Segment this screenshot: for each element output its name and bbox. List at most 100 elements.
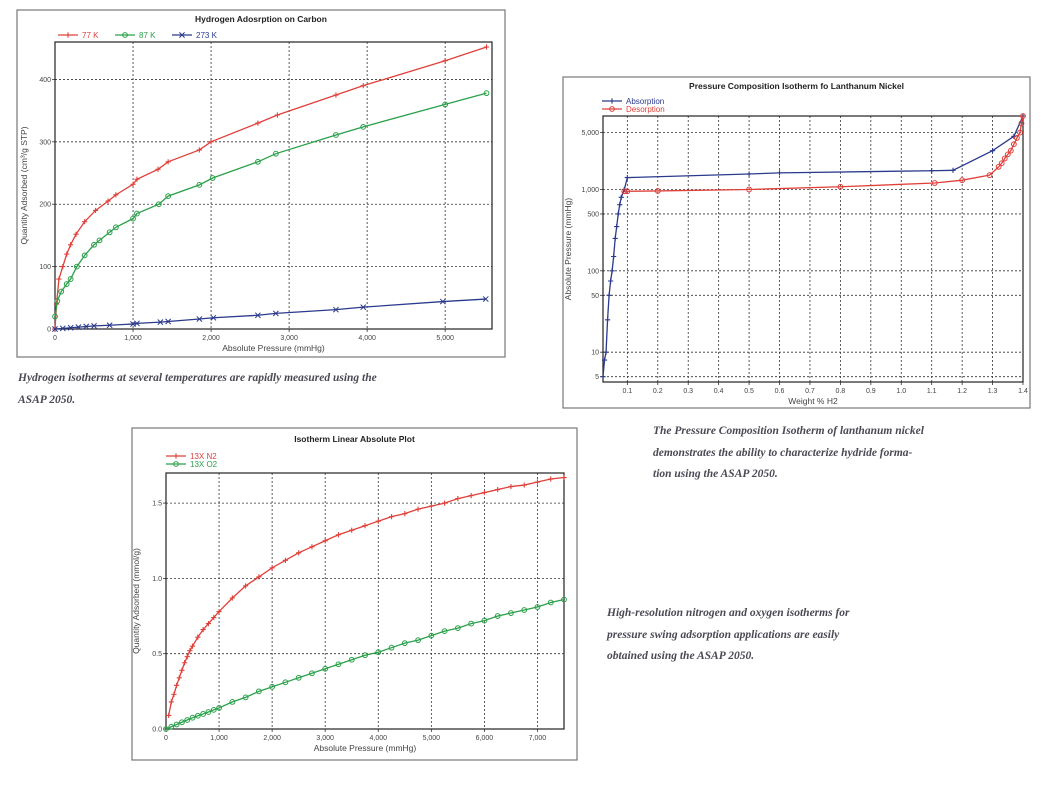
data-point — [494, 613, 501, 619]
data-point — [216, 608, 222, 615]
data-point — [163, 726, 169, 732]
y-axis-label: Absolute Pressure (mmHg) — [563, 198, 573, 301]
data-point — [130, 181, 136, 187]
data-point — [166, 712, 172, 719]
data-point — [81, 252, 88, 259]
data-point — [986, 172, 993, 179]
y-tick-label: 100 — [587, 268, 599, 275]
data-point — [654, 188, 661, 194]
data-point — [608, 278, 614, 284]
data-point — [442, 500, 448, 506]
data-point — [272, 150, 279, 157]
data-point — [134, 210, 140, 217]
x-tick-label: 1.4 — [1018, 388, 1028, 395]
data-point — [205, 709, 212, 715]
data-point — [181, 660, 188, 666]
x-tick-label: 0.8 — [836, 388, 846, 395]
data-point — [604, 317, 611, 323]
data-point — [165, 159, 171, 165]
data-point — [52, 326, 58, 332]
data-point — [481, 617, 488, 624]
y-tick-label: 100 — [39, 264, 51, 271]
data-point — [998, 160, 1005, 167]
data-point — [609, 106, 615, 112]
data-point — [91, 241, 97, 248]
x-tick-label: 1.2 — [957, 388, 967, 395]
x-tick-label: 2,000 — [202, 335, 220, 342]
caption-line: tion using the ASAP 2050. — [653, 468, 778, 480]
data-point — [617, 202, 623, 208]
data-point — [1018, 120, 1025, 127]
data-point — [959, 177, 966, 184]
data-point — [1010, 141, 1017, 148]
data-point — [534, 604, 541, 610]
y-tick-label: 0 — [47, 327, 51, 334]
data-point — [189, 643, 196, 649]
data-point — [547, 599, 554, 606]
data-point — [229, 698, 236, 705]
data-point — [428, 503, 434, 509]
data-point — [439, 298, 446, 305]
data-point — [179, 32, 185, 38]
data-point — [173, 453, 179, 459]
data-point — [441, 628, 448, 635]
data-point — [333, 92, 339, 98]
data-point — [155, 201, 162, 208]
data-point — [468, 620, 475, 627]
x-tick-label: 5,000 — [423, 735, 441, 742]
caption-line: pressure swing adsorption applications a… — [607, 628, 840, 641]
data-point — [1004, 151, 1011, 158]
y-tick-label: 0.0 — [152, 727, 162, 734]
series-absorption — [600, 113, 1026, 380]
y-tick-label: 5 — [595, 374, 599, 381]
series-13x-n2 — [166, 474, 567, 719]
data-point — [609, 98, 615, 104]
data-point — [521, 607, 528, 613]
legend-item: Desorption — [602, 105, 665, 114]
data-point — [211, 614, 217, 621]
data-point — [106, 322, 113, 329]
data-point — [335, 532, 342, 538]
series-line — [602, 115, 1024, 377]
data-point — [59, 325, 66, 332]
data-point — [1001, 155, 1008, 162]
x-tick-label: 4,000 — [358, 335, 376, 342]
data-point — [322, 665, 329, 672]
data-point — [173, 721, 180, 728]
x-tick-label: 2,000 — [263, 735, 281, 742]
data-point — [348, 656, 355, 663]
data-point — [195, 634, 201, 640]
data-point — [67, 276, 74, 282]
x-tick-label: 1.1 — [927, 388, 937, 395]
legend-item: 273 K — [172, 31, 218, 40]
data-point — [65, 32, 71, 38]
data-point — [333, 132, 339, 138]
data-point — [929, 168, 935, 174]
data-point — [415, 637, 421, 644]
x-tick-label: 1,000 — [124, 335, 142, 342]
data-point — [179, 667, 185, 673]
data-point — [402, 511, 408, 517]
data-point — [113, 192, 119, 198]
data-point — [269, 683, 276, 690]
data-point — [624, 188, 631, 195]
caption-line: Hydrogen isotherms at several temperatur… — [18, 372, 377, 384]
data-point — [561, 474, 567, 481]
data-point — [428, 632, 435, 639]
data-point — [606, 292, 612, 298]
data-point — [534, 479, 541, 485]
data-point — [295, 674, 302, 681]
data-point — [254, 158, 261, 165]
data-point — [105, 198, 111, 204]
legend-item: 13X O2 — [166, 460, 218, 469]
data-point — [134, 176, 140, 182]
data-point — [58, 288, 65, 295]
data-point — [168, 699, 174, 705]
data-point — [746, 186, 752, 193]
data-point — [1020, 113, 1026, 119]
x-tick-label: 7,000 — [529, 735, 547, 742]
caption-lanthanum-nickel: The Pressure Composition Isotherm of lan… — [653, 421, 924, 486]
data-point — [612, 235, 618, 242]
data-point — [388, 514, 395, 520]
data-point — [122, 32, 128, 38]
